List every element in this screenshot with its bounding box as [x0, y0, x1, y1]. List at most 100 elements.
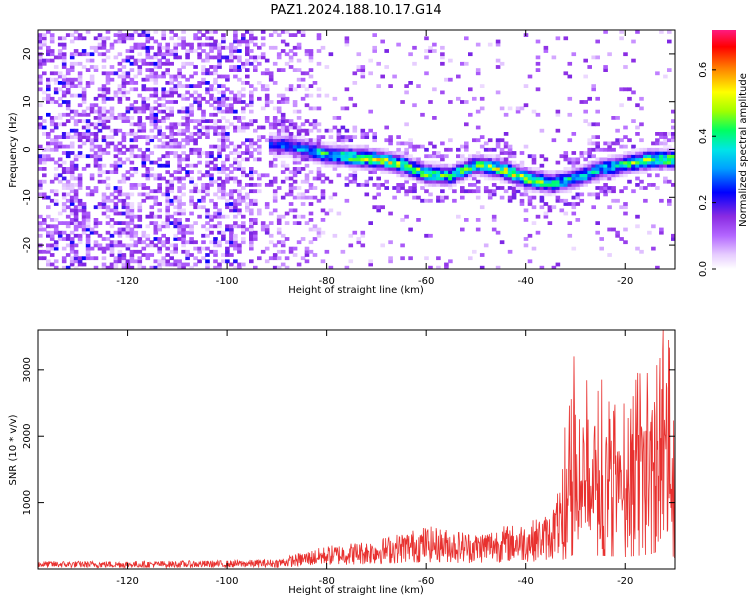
spectrogram-cell [113, 262, 119, 267]
spectrogram-cell [125, 211, 131, 216]
spectrogram-cell [141, 157, 147, 162]
spectrogram-cell [456, 160, 461, 165]
spectrogram-cell [97, 233, 103, 238]
spectrogram-cell [213, 224, 218, 229]
spectrogram-cell [89, 230, 95, 235]
spectrogram-cell [221, 96, 226, 101]
spectrogram-cell [245, 81, 250, 85]
spectrogram-cell [53, 160, 59, 165]
spectrogram-cell [53, 224, 59, 229]
spectrogram-cell [85, 138, 91, 143]
spectrogram-cell [117, 233, 123, 238]
spectrogram-cell [499, 147, 505, 152]
spectrogram-cell [38, 154, 43, 159]
spectrogram-cell [464, 36, 469, 41]
spectrogram-cell [85, 192, 91, 197]
spectrogram-cell [264, 68, 270, 72]
spectrogram-cell [185, 77, 190, 82]
spectrogram-cell [169, 61, 174, 66]
spectrogram-cell [49, 58, 55, 63]
spectrogram-cell [595, 167, 600, 171]
spectrogram-cell [201, 81, 206, 85]
spectrogram-cell [400, 154, 405, 159]
spectrogram-cell [201, 33, 206, 37]
spectrogram-cell [38, 186, 43, 190]
spectrogram-cell [380, 154, 385, 159]
spectrogram-cell [304, 71, 310, 76]
spectrogram-cell [611, 170, 616, 174]
spectrogram-cell [499, 240, 505, 245]
spectrogram-cell [595, 230, 600, 235]
spectrogram-cell [46, 132, 51, 136]
spectrogram-cell [623, 205, 628, 210]
spectrogram-cell [464, 141, 469, 146]
spectrogram-cell [448, 147, 453, 152]
spectrogram-cell [69, 186, 75, 190]
spectrogram-cell [65, 253, 71, 257]
spectrogram-cell [292, 147, 298, 152]
spectrogram-cell [85, 154, 91, 159]
spectrogram-cell [249, 208, 254, 213]
spectrogram-cell [280, 144, 286, 149]
spectrogram-cell [73, 205, 79, 210]
spectrogram-cell [169, 141, 174, 146]
spectrogram-cell [607, 141, 612, 146]
spectrogram-cell [129, 154, 135, 159]
spectrogram-cell [292, 179, 298, 184]
x-tick-label: -120 [116, 276, 139, 287]
spectrogram-cell [432, 116, 437, 120]
spectrogram-cell [61, 135, 67, 139]
spectrogram-cell [272, 151, 278, 155]
spectrogram-cell [400, 157, 405, 162]
spectrogram-cell [284, 192, 290, 197]
spectrogram-cell [225, 198, 230, 203]
spectrogram-cell [93, 49, 99, 53]
spectrogram-cell [221, 39, 226, 44]
spectrogram-cell [65, 33, 71, 37]
spectrogram-cell [249, 30, 254, 34]
chart-title: PAZ1.2024.188.10.17.G14 [270, 3, 441, 18]
spectrogram-cell [475, 151, 481, 155]
spectrogram-cell [73, 119, 79, 123]
spectrogram-cell [380, 157, 385, 162]
spectrogram-cell [153, 106, 159, 111]
spectrogram-cell [404, 163, 409, 168]
spectrogram-cell [181, 39, 186, 44]
spectrogram-cell [511, 151, 517, 155]
spectrogram-cell [129, 147, 135, 152]
spectrogram-cell [507, 151, 513, 155]
spectrogram-cell [655, 160, 660, 165]
spectrogram-cell [575, 218, 581, 222]
spectrogram-cell [623, 157, 628, 162]
spectrogram-cell [53, 243, 59, 248]
spectrogram-cell [38, 87, 43, 92]
spectrogram-cell [213, 205, 218, 210]
spectrogram-cell [145, 106, 151, 111]
spectrogram-cell [69, 33, 75, 37]
spectrogram-cell [372, 49, 377, 53]
spectrogram-cell [436, 167, 441, 171]
spectrogram-cell [38, 233, 43, 238]
spectrogram-cell [177, 122, 182, 127]
spectrogram-cell [221, 186, 226, 190]
spectrogram-cell [276, 135, 282, 139]
spectrogram-cell [42, 249, 47, 254]
spectrogram-cell [296, 221, 302, 225]
spectrogram-cell [304, 173, 310, 178]
spectrogram-cell [69, 39, 75, 44]
spectrogram-cell [101, 93, 107, 98]
spectrogram-cell [165, 189, 170, 194]
spectrogram-cell [97, 243, 103, 248]
spectrogram-cell [260, 71, 266, 76]
spectrogram-cell [225, 138, 230, 143]
spectrogram-cell [249, 141, 254, 146]
spectrogram-cell [57, 81, 63, 85]
spectrogram-cell [153, 189, 159, 194]
spectrogram-cell [217, 42, 222, 47]
spectrogram-cell [667, 167, 672, 171]
spectrogram-cell [635, 125, 640, 130]
spectrogram-cell [81, 93, 87, 98]
spectrogram-cell [360, 71, 366, 76]
spectrogram-cell [328, 154, 334, 159]
spectrogram-cell [428, 49, 433, 53]
